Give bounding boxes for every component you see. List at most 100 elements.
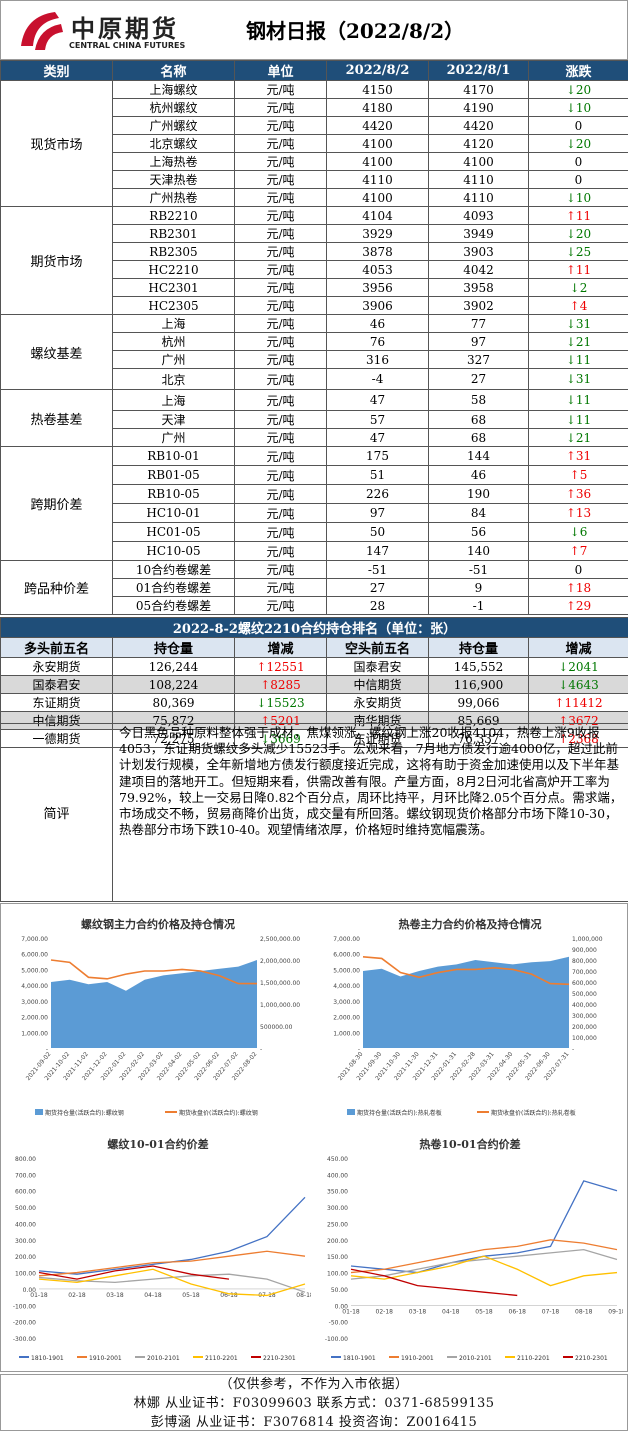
y-tick: -200.00 <box>13 1320 36 1327</box>
cell-name: 上海 <box>113 390 235 411</box>
cell-v2: 3949 <box>429 225 529 243</box>
cell-v2: 4190 <box>429 99 529 117</box>
brand-name-en: CENTRAL CHINA FUTURES <box>69 41 185 50</box>
y-right-tick: 800,000 <box>572 958 597 965</box>
y-left-tick: 6,000.00 <box>333 952 360 959</box>
cell-change: 0 <box>529 561 628 579</box>
change-value: 7 <box>580 544 588 558</box>
change-value: 0 <box>575 563 583 577</box>
y-tick: -100.00 <box>325 1336 348 1343</box>
arrow-up-icon: ↑ <box>570 544 580 558</box>
x-tick: 01-18 <box>342 1308 360 1315</box>
cell-v1: 3956 <box>327 279 429 297</box>
cell-unit: 元/吨 <box>235 135 327 153</box>
arrow-down-icon: ↓ <box>256 696 266 710</box>
y-left-tick: 5,000.00 <box>333 967 360 974</box>
cell-v1: 4100 <box>327 153 429 171</box>
y-tick: 200.00 <box>327 1238 348 1245</box>
arrow-down-icon: ↓ <box>566 431 576 445</box>
footer: （仅供参考，不作为入市依据） 林娜 从业证书：F03099603 联系方式：03… <box>0 1374 628 1431</box>
category-cell: 现货市场 <box>1 81 113 207</box>
arrow-down-icon: ↓ <box>558 660 568 674</box>
cell-v2: 4110 <box>429 189 529 207</box>
rank-header-short-chg: 增减 <box>529 638 628 658</box>
cell-v2: 77 <box>429 315 529 333</box>
legend-swatch-oi <box>347 1109 355 1115</box>
cell-name: 杭州 <box>113 333 235 351</box>
cell-change: ↑29 <box>529 597 628 615</box>
change-value: 4 <box>580 299 588 313</box>
cell-change: ↓11 <box>529 411 628 429</box>
cell-unit: 元/吨 <box>235 523 327 542</box>
y-right-tick: 500,000 <box>572 991 597 998</box>
x-tick: 05-18 <box>182 1292 200 1299</box>
arrow-up-icon: ↑ <box>566 209 576 223</box>
change-value: 10 <box>576 191 591 205</box>
cell-v1: 46 <box>327 315 429 333</box>
cell-unit: 元/吨 <box>235 297 327 315</box>
cell-v2: 3903 <box>429 243 529 261</box>
header-date-today: 2022/8/2 <box>327 61 429 81</box>
change-value: 5 <box>580 468 588 482</box>
cell-change: ↑5 <box>529 466 628 485</box>
y-left-tick: 3,000.00 <box>21 999 48 1006</box>
y-left-tick: 5,000.00 <box>21 967 48 974</box>
cell-v1: 4150 <box>327 81 429 99</box>
cell-v1: 4100 <box>327 189 429 207</box>
brand-name: 中原期货 <box>71 9 179 44</box>
cell-v2: 84 <box>429 504 529 523</box>
cell-v2: 68 <box>429 411 529 429</box>
change-value: 20 <box>576 137 591 151</box>
cell-name: 广州 <box>113 351 235 369</box>
cell-v1: 4110 <box>327 171 429 189</box>
x-tick: 05-18 <box>475 1308 493 1315</box>
analyst-1: 林娜 从业证书：F03099603 联系方式：0371-68599135 <box>1 1394 627 1413</box>
cell-unit: 元/吨 <box>235 117 327 135</box>
arrow-up-icon: ↑ <box>554 696 564 710</box>
y-tick: 150.00 <box>327 1254 348 1261</box>
cell-unit: 元/吨 <box>235 315 327 333</box>
change-value: 0 <box>575 173 583 187</box>
change-value: 18 <box>576 581 591 595</box>
rank-short-name: 永安期货 <box>327 694 429 712</box>
rank-long-name: 永安期货 <box>1 658 113 676</box>
cell-v1: 50 <box>327 523 429 542</box>
arrow-up-icon: ↑ <box>256 660 266 674</box>
cell-v1: 28 <box>327 597 429 615</box>
cell-unit: 元/吨 <box>235 466 327 485</box>
cell-v1: 4104 <box>327 207 429 225</box>
cell-v2: 68 <box>429 429 529 447</box>
x-tick: 07-18 <box>542 1308 560 1315</box>
cell-v2: 97 <box>429 333 529 351</box>
cell-unit: 元/吨 <box>235 542 327 561</box>
y-left-tick: 1,000.00 <box>333 1030 360 1037</box>
y-left-tick: 4,000.00 <box>21 983 48 990</box>
series-line <box>351 1256 617 1285</box>
arrow-down-icon: ↓ <box>566 227 576 241</box>
y-left-tick: 3,000.00 <box>333 999 360 1006</box>
change-value: 2 <box>580 281 588 295</box>
cell-v1: 3906 <box>327 297 429 315</box>
cell-v1: 175 <box>327 447 429 466</box>
arrow-down-icon: ↓ <box>558 678 568 692</box>
x-tick: 02-18 <box>376 1308 394 1315</box>
y-right-tick: - <box>572 1046 574 1053</box>
rank-header-long-chg: 增减 <box>235 638 327 658</box>
cell-unit: 元/吨 <box>235 99 327 117</box>
y-right-tick: 2,500,000.00 <box>260 936 300 943</box>
change-value: 25 <box>576 245 591 259</box>
legend-price: 期货收盘价(活跃合约):热轧卷板 <box>491 1109 576 1117</box>
y-right-tick: 200,000 <box>572 1024 597 1031</box>
rank-long-name: 东证期货 <box>1 694 113 712</box>
y-tick: 450.00 <box>327 1156 348 1163</box>
cell-v1: 4420 <box>327 117 429 135</box>
cell-v1: 97 <box>327 504 429 523</box>
arrow-down-icon: ↓ <box>566 413 576 427</box>
x-tick: 08-18 <box>296 1292 311 1299</box>
